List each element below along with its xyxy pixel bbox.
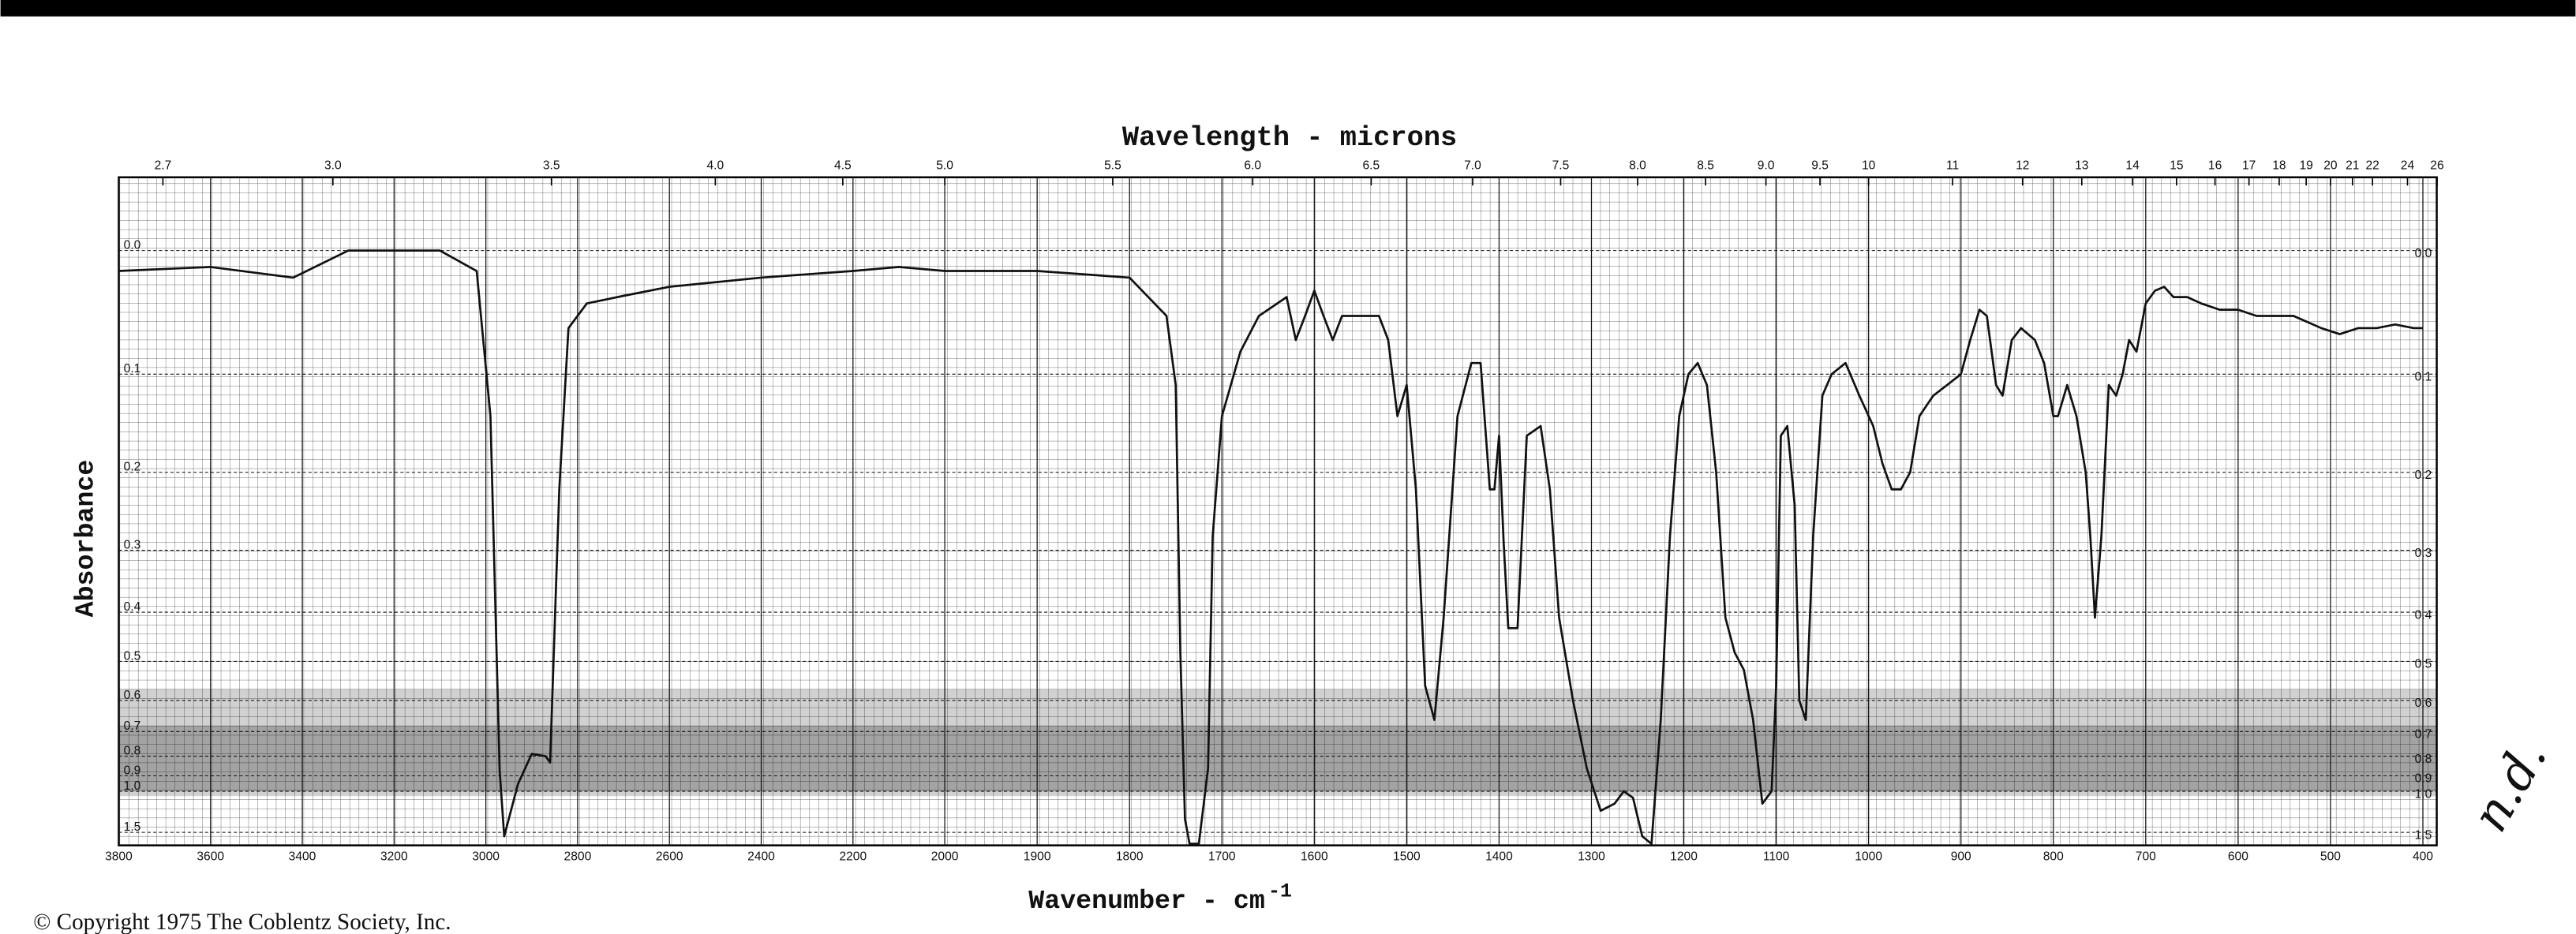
x2-tick-label: 16 bbox=[2208, 159, 2222, 172]
shade-band bbox=[118, 689, 2437, 797]
x-tick-label: 800 bbox=[2043, 850, 2064, 863]
y-tick-label: 0.0 bbox=[124, 239, 141, 252]
x-tick-label: 1400 bbox=[1485, 850, 1513, 863]
y-tick-label: 0.6 bbox=[2415, 697, 2432, 710]
x2-tick-label: 21 bbox=[2346, 159, 2359, 172]
y-tick-label: 0.2 bbox=[124, 461, 141, 474]
x2-tick-label: 11 bbox=[1946, 159, 1959, 172]
x2-tick-label: 10 bbox=[1862, 159, 1876, 172]
x-tick-label: 1000 bbox=[1855, 850, 1882, 863]
x2-tick-label: 24 bbox=[2401, 159, 2415, 172]
x2-tick-label: 14 bbox=[2125, 159, 2140, 172]
y-tick-label: 1.5 bbox=[124, 820, 141, 834]
y-tick-label: 0.5 bbox=[124, 649, 141, 663]
x-axis-label: Wavenumber - cm bbox=[1028, 886, 1265, 916]
x2-tick-label: 6.0 bbox=[1244, 159, 1261, 172]
x2-tick-label: 4.5 bbox=[834, 159, 852, 172]
x2-tick-label: 7.5 bbox=[1552, 159, 1570, 172]
y-tick-label: 0.3 bbox=[2415, 547, 2432, 560]
x2-tick-label: 3.0 bbox=[324, 159, 342, 172]
y-tick-label: 0.7 bbox=[2415, 728, 2432, 742]
x2-tick-label: 4.0 bbox=[707, 159, 724, 172]
y-tick-label: 0.9 bbox=[2415, 772, 2432, 786]
x-axis-label-exponent: -1 bbox=[1268, 880, 1292, 902]
x-tick-label: 3000 bbox=[472, 850, 500, 863]
handwritten-note: n.d. bbox=[2461, 730, 2558, 841]
x-tick-label: 2800 bbox=[564, 850, 592, 863]
x-tick-label: 2000 bbox=[931, 850, 959, 863]
x-tick-label: 3600 bbox=[197, 850, 224, 863]
x2-tick-label: 8.0 bbox=[1629, 159, 1646, 172]
x-tick-label: 3200 bbox=[380, 850, 408, 863]
scan-border bbox=[0, 0, 2576, 17]
y-tick-label: 0.7 bbox=[124, 719, 141, 733]
x-tick-label: 600 bbox=[2228, 850, 2248, 863]
y-tick-label: 0.8 bbox=[2415, 753, 2432, 766]
x-tick-label: 500 bbox=[2320, 850, 2341, 863]
y-tick-label: 0.9 bbox=[124, 764, 141, 777]
x-tick-label: 1600 bbox=[1301, 850, 1328, 863]
x2-tick-label: 6.5 bbox=[1363, 159, 1380, 172]
x2-tick-label: 9.0 bbox=[1758, 159, 1775, 172]
y-tick-label: 0.4 bbox=[124, 600, 141, 614]
x-tick-label: 700 bbox=[2136, 850, 2156, 863]
x-tick-label: 900 bbox=[1951, 850, 1971, 863]
x2-tick-label: 20 bbox=[2323, 159, 2338, 172]
shade-band bbox=[118, 725, 2437, 791]
x-tick-label: 400 bbox=[2413, 850, 2433, 863]
y-tick-label: 0.3 bbox=[124, 538, 141, 551]
x-tick-label: 1300 bbox=[1578, 850, 1605, 863]
x2-tick-label: 18 bbox=[2272, 159, 2286, 172]
x2-tick-label: 5.5 bbox=[1104, 159, 1121, 172]
x2-tick-label: 22 bbox=[2365, 159, 2379, 172]
x-tick-label: 1900 bbox=[1024, 850, 1051, 863]
x2-tick-label: 3.5 bbox=[543, 159, 560, 172]
y-tick-label: 1.5 bbox=[2415, 828, 2432, 842]
x2-tick-label: 5.0 bbox=[936, 159, 953, 172]
x2-tick-label: 7.0 bbox=[1464, 159, 1481, 172]
x2-tick-label: 12 bbox=[2016, 159, 2029, 172]
y-tick-label: 0.8 bbox=[124, 744, 141, 757]
x-tick-label: 1800 bbox=[1116, 850, 1144, 863]
x-tick-label: 1100 bbox=[1763, 850, 1790, 863]
x2-tick-label: 17 bbox=[2242, 159, 2256, 172]
y-tick-label: 0.4 bbox=[2415, 608, 2432, 622]
x-tick-label: 1700 bbox=[1208, 850, 1236, 863]
x-tick-label: 2600 bbox=[656, 850, 683, 863]
x-tick-label: 2400 bbox=[747, 850, 775, 863]
x2-tick-label: 26 bbox=[2430, 159, 2443, 172]
x2-tick-label: 8.5 bbox=[1697, 159, 1714, 172]
spectrum-line bbox=[118, 249, 2423, 846]
y-tick-label: 0.0 bbox=[2415, 247, 2432, 260]
y-tick-label: 0.1 bbox=[124, 362, 141, 375]
y-tick-label: 0.1 bbox=[2415, 371, 2432, 384]
x2-tick-label: 15 bbox=[2170, 159, 2184, 172]
graph-paper bbox=[118, 177, 2437, 846]
x2-tick-label: 9.5 bbox=[1811, 159, 1829, 172]
chart-title: Wavelength - microns bbox=[1122, 122, 1457, 154]
y-tick-label: 0.6 bbox=[124, 689, 141, 702]
y-tick-label: 1.0 bbox=[124, 779, 141, 793]
x-tick-label: 1500 bbox=[1393, 850, 1421, 863]
x-tick-label: 2200 bbox=[839, 850, 867, 863]
x-tick-label: 1200 bbox=[1670, 850, 1698, 863]
y-axis-label: Absorbance bbox=[71, 460, 101, 618]
x2-tick-label: 2.7 bbox=[155, 159, 172, 172]
y-tick-label: 1.0 bbox=[2415, 787, 2432, 801]
copyright: © Copyright 1975 The Coblentz Society, I… bbox=[33, 910, 451, 934]
x2-tick-label: 19 bbox=[2299, 159, 2312, 172]
x-tick-label: 3400 bbox=[289, 850, 316, 863]
x-tick-label: 3800 bbox=[105, 850, 133, 863]
y-tick-label: 0.2 bbox=[2415, 469, 2432, 482]
x2-tick-label: 13 bbox=[2075, 159, 2088, 172]
y-tick-label: 0.5 bbox=[2415, 658, 2432, 671]
